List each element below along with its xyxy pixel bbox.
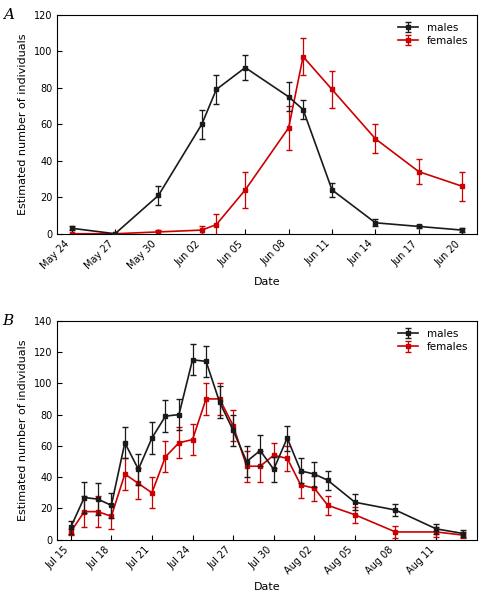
Legend: males, females: males, females [393,326,470,355]
Y-axis label: Estimated number of individuals: Estimated number of individuals [18,340,28,521]
Text: B: B [2,314,14,328]
Y-axis label: Estimated number of individuals: Estimated number of individuals [18,34,28,215]
Legend: males, females: males, females [393,20,470,49]
X-axis label: Date: Date [253,581,280,592]
X-axis label: Date: Date [253,277,280,287]
Text: A: A [2,8,14,22]
